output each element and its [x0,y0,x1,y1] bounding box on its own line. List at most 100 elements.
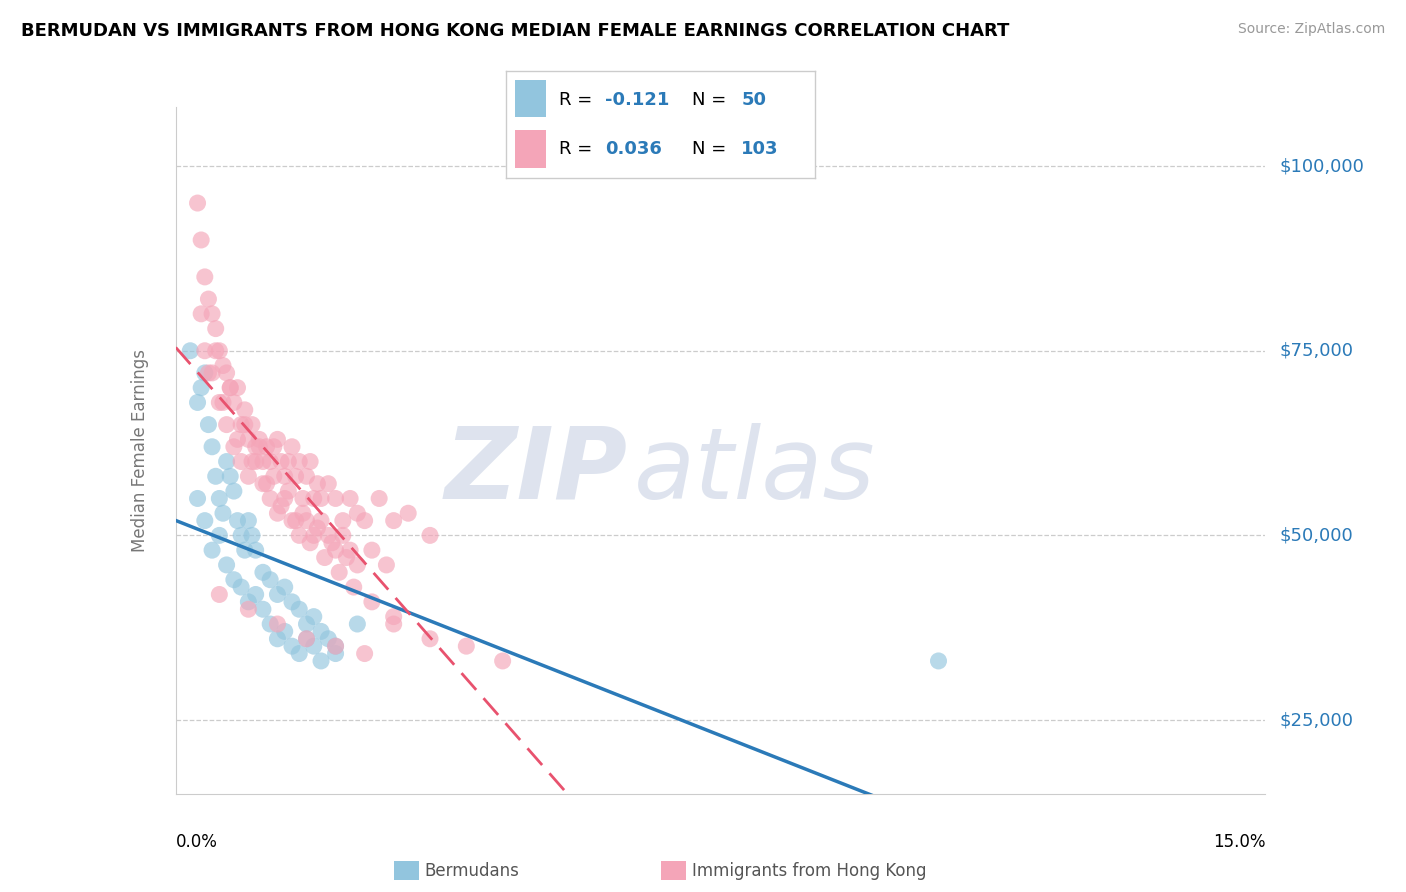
Point [928,654,950,668]
Point [266,506,288,520]
Point [252,566,274,580]
Point [201,440,224,454]
Point [219,381,242,395]
Point [382,617,405,632]
Point [259,617,281,632]
Point [190,233,212,247]
Point [307,476,329,491]
Point [233,543,256,558]
Text: $50,000: $50,000 [1279,526,1353,544]
Text: ZIP: ZIP [444,423,628,519]
Point [226,381,249,395]
Point [309,624,332,639]
Point [240,454,263,468]
Point [190,307,212,321]
Point [284,469,307,483]
Point [219,381,242,395]
Point [245,543,267,558]
Point [325,647,347,661]
Point [259,573,281,587]
Text: atlas: atlas [633,423,875,519]
Point [231,528,253,542]
Point [318,528,340,542]
Point [318,476,340,491]
Point [231,417,253,432]
Point [382,609,405,624]
Point [197,417,219,432]
Bar [516,80,547,118]
Point [238,469,260,483]
Point [295,514,318,528]
Point [325,639,347,653]
Text: 0.0%: 0.0% [176,833,218,851]
Point [375,558,398,572]
Point [252,454,274,468]
Text: $75,000: $75,000 [1279,342,1354,359]
Point [226,514,249,528]
Point [212,395,235,409]
Point [346,506,368,520]
Point [240,528,263,542]
Point [353,514,375,528]
Point [222,440,245,454]
Point [288,602,311,616]
Point [179,343,201,358]
Point [419,528,441,542]
Point [222,484,245,499]
Point [314,550,336,565]
Point [288,454,311,468]
Point [302,528,325,542]
Point [238,595,260,609]
Point [256,476,278,491]
Point [274,624,297,639]
Point [281,514,304,528]
Point [277,454,299,468]
Point [197,366,219,380]
Point [215,417,238,432]
Point [295,617,318,632]
Point [208,395,231,409]
Text: BERMUDAN VS IMMIGRANTS FROM HONG KONG MEDIAN FEMALE EARNINGS CORRELATION CHART: BERMUDAN VS IMMIGRANTS FROM HONG KONG ME… [21,22,1010,40]
Point [263,440,285,454]
Point [245,440,267,454]
Point [332,528,354,542]
Point [295,632,318,646]
Point [252,602,274,616]
Point [186,491,209,506]
Point [212,359,235,373]
Text: 103: 103 [741,141,779,159]
Point [263,469,285,483]
Point [343,580,366,594]
Point [307,521,329,535]
Point [325,491,347,506]
Point [256,440,278,454]
Point [222,395,245,409]
Point [309,491,332,506]
Point [204,321,226,335]
Point [288,647,311,661]
Point [259,454,281,468]
Point [274,491,297,506]
Point [281,639,304,653]
Point [219,469,242,483]
Point [208,491,231,506]
Point [295,632,318,646]
Point [233,402,256,417]
Point [288,528,311,542]
Point [231,580,253,594]
Point [215,558,238,572]
Point [277,484,299,499]
Point [339,543,361,558]
Point [291,506,314,520]
Point [194,514,217,528]
Point [368,491,391,506]
Point [492,654,515,668]
Point [186,196,209,211]
Point [325,543,347,558]
Point [208,587,231,601]
Bar [516,130,547,168]
Point [238,433,260,447]
Point [291,491,314,506]
Point [252,476,274,491]
Text: Immigrants from Hong Kong: Immigrants from Hong Kong [692,862,927,880]
